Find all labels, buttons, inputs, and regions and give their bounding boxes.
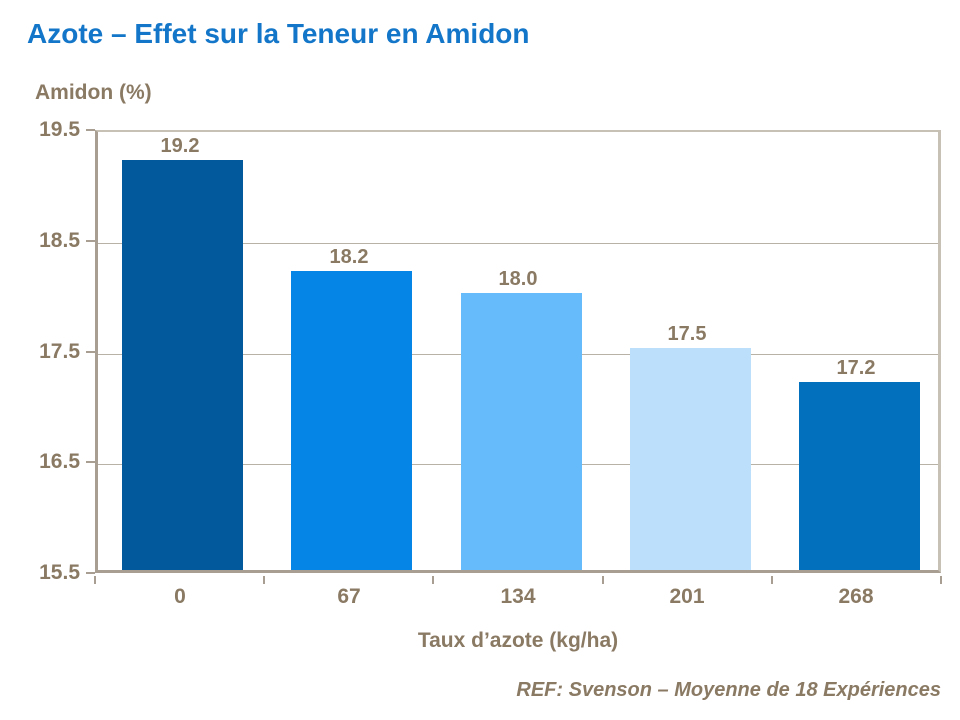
- bar-0: [122, 160, 243, 570]
- x-axis-title: Taux d’azote (kg/ha): [417, 629, 619, 652]
- x-tick-mark: [771, 576, 773, 584]
- y-tick-mark: [86, 240, 95, 242]
- y-tick-label: 15.5: [39, 561, 80, 584]
- bar-value-label: 18.2: [329, 246, 369, 268]
- reference-footnote: REF: Svenson – Moyenne de 18 Expériences: [516, 679, 941, 701]
- x-tick-mark: [940, 576, 942, 584]
- bar-134: [461, 293, 582, 570]
- x-tick-mark: [602, 576, 604, 584]
- bar-value-label: 18.0: [498, 268, 538, 290]
- y-tick-mark: [86, 461, 95, 463]
- x-tick-mark: [263, 576, 265, 584]
- y-tick-label: 19.5: [39, 118, 80, 141]
- gridline: [98, 243, 938, 244]
- x-tick-label: 0: [174, 585, 186, 608]
- plot-area: [95, 130, 941, 573]
- y-tick-label: 18.5: [39, 229, 80, 252]
- x-tick-label: 268: [838, 585, 874, 608]
- y-tick-mark: [86, 129, 95, 131]
- bar-value-label: 19.2: [160, 135, 200, 157]
- y-tick-label: 17.5: [39, 340, 80, 363]
- bar-268: [799, 382, 920, 570]
- x-tick-mark: [432, 576, 434, 584]
- bar-201: [630, 348, 751, 570]
- x-tick-label: 201: [669, 585, 705, 608]
- y-axis-title: Amidon (%): [35, 81, 152, 104]
- chart-title: Azote – Effet sur la Teneur en Amidon: [27, 18, 530, 49]
- x-tick-label: 134: [500, 585, 536, 608]
- y-tick-label: 16.5: [39, 450, 80, 473]
- x-tick-mark: [94, 576, 96, 584]
- y-tick-mark: [86, 572, 95, 574]
- bar-value-label: 17.2: [836, 357, 876, 379]
- bar-67: [291, 271, 412, 570]
- y-tick-mark: [86, 351, 95, 353]
- x-tick-label: 67: [337, 585, 361, 608]
- bar-value-label: 17.5: [667, 323, 707, 345]
